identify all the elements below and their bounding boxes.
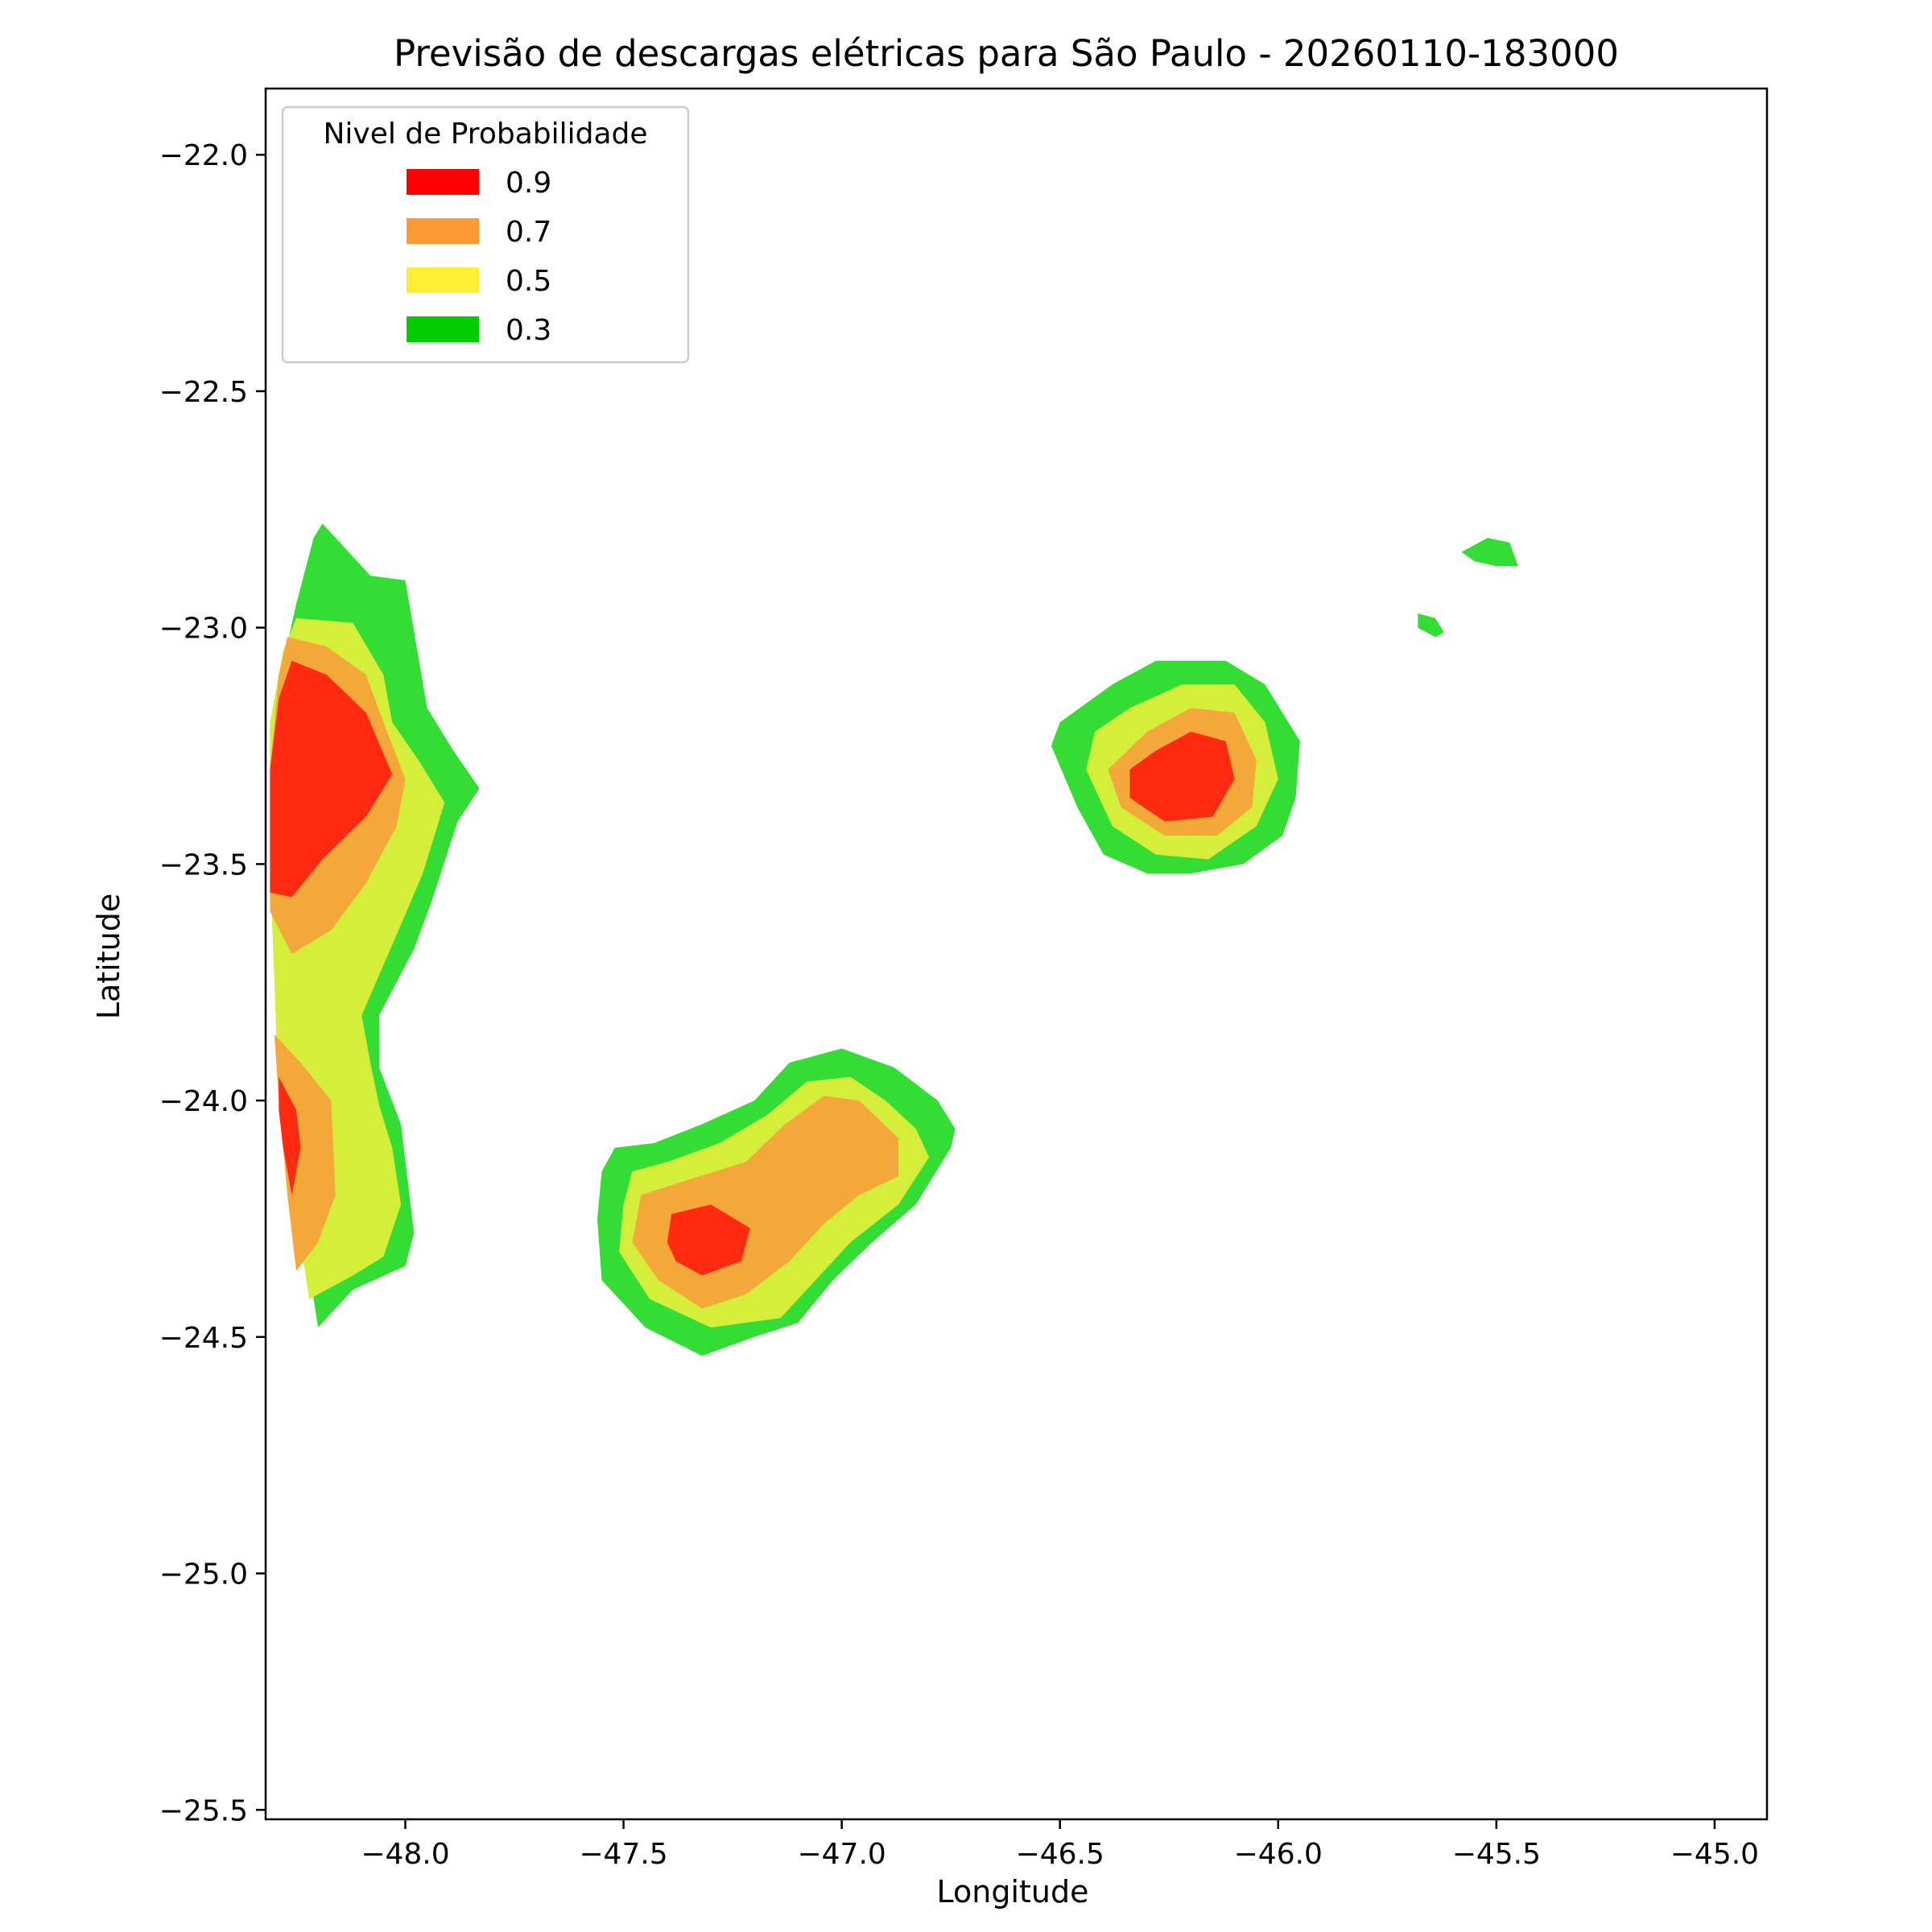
legend-title: Nivel de Probabilidade xyxy=(323,118,647,151)
x-tick-label: −45.5 xyxy=(1452,1838,1541,1871)
contour-level-0-9 xyxy=(1129,731,1235,822)
contour-level-0-9 xyxy=(270,660,393,898)
y-tick-label: −24.5 xyxy=(159,1322,248,1355)
legend-label: 0.5 xyxy=(506,265,551,298)
x-tick-label: −48.0 xyxy=(361,1838,449,1871)
legend-swatch xyxy=(407,218,479,244)
legend-swatch xyxy=(407,169,479,195)
x-tick-label: −47.5 xyxy=(579,1838,667,1871)
legend-box xyxy=(281,105,690,364)
contour-level-0-9 xyxy=(667,1204,750,1276)
legend-swatch xyxy=(407,267,479,293)
contour-regions xyxy=(270,523,1518,1356)
x-tick-label: −45.0 xyxy=(1670,1838,1759,1871)
contour-level-0-3 xyxy=(1418,613,1444,638)
region-small-island-2 xyxy=(1461,538,1518,567)
contour-level-0-7 xyxy=(274,1034,336,1271)
y-axis-label: Latitude xyxy=(91,894,126,1019)
region-east-blob xyxy=(1051,660,1300,874)
plot-frame xyxy=(264,87,1769,1821)
y-tick-label: −25.5 xyxy=(159,1794,248,1827)
x-tick-label: −46.5 xyxy=(1016,1838,1104,1871)
x-axis-label: Longitude xyxy=(937,1874,1089,1909)
y-tick-label: −24.0 xyxy=(159,1085,248,1118)
legend-label: 0.7 xyxy=(506,216,551,249)
region-center-blob xyxy=(597,1048,956,1356)
y-axis: −22.0 −22.5 −23.0 −23.5 −24.0 −24.5 −25.0 −25.5 xyxy=(159,139,266,1827)
y-tick-label: −23.0 xyxy=(159,613,248,646)
x-tick-label: −47.0 xyxy=(797,1838,886,1871)
legend-entries: 0.9 0.7 0.5 0.3 xyxy=(407,167,551,347)
y-tick-label: −22.0 xyxy=(159,139,248,172)
y-tick-label: −22.5 xyxy=(159,376,248,409)
legend: Nivel de Probabilidade 0.9 0.7 0.5 0.3 xyxy=(281,105,690,364)
region-small-island-1 xyxy=(1418,613,1444,638)
contour-level-0-9 xyxy=(279,1076,301,1195)
x-tick-label: −46.0 xyxy=(1234,1838,1323,1871)
x-axis: −48.0 −47.5 −47.0 −46.5 −46.0 −45.5 −45.0 xyxy=(361,1819,1759,1871)
legend-swatch xyxy=(407,316,479,342)
contour-level-0-3 xyxy=(1461,538,1518,567)
region-west-strip xyxy=(270,523,480,1328)
legend-label: 0.9 xyxy=(506,167,551,200)
y-tick-label: −25.0 xyxy=(159,1558,248,1591)
y-tick-label: −23.5 xyxy=(159,848,248,881)
chart-title: Previsão de descargas elétricas para São… xyxy=(394,32,1619,75)
legend-label: 0.3 xyxy=(506,314,551,347)
